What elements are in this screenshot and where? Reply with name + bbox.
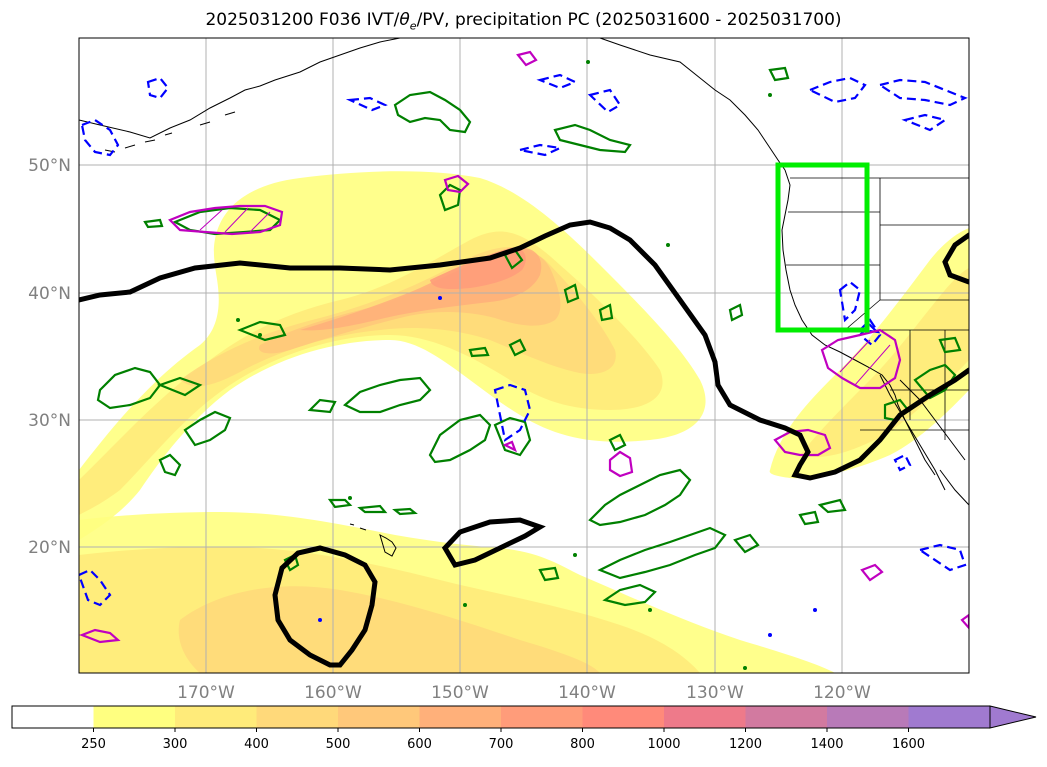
pv-contour-hawaii-lobe <box>441 517 546 568</box>
state-borders <box>786 177 969 440</box>
coastlines <box>79 38 969 557</box>
colorbar-tick-label: 1200 <box>729 737 762 752</box>
pv-contour-right <box>942 232 969 285</box>
colorbar-segment <box>827 706 909 728</box>
colorbar-tick-label: 800 <box>570 737 595 752</box>
lat-label-40: 40°N <box>28 284 71 304</box>
colorbar-tick-label: 700 <box>489 737 514 752</box>
precip-contours <box>79 50 969 644</box>
colorbar-segment <box>582 706 665 728</box>
pv-contour-north <box>79 219 969 481</box>
pv-contours <box>79 219 969 668</box>
small-contour-dots <box>236 60 817 670</box>
gulf-of-alaska-coast <box>599 38 786 171</box>
colorbar-segment <box>419 706 502 728</box>
colorbar-segment <box>256 706 339 728</box>
lat-labels: 20°N 30°N 40°N 50°N <box>28 156 71 558</box>
colorbar-tick-label: 1400 <box>810 737 843 752</box>
colorbar-tick-label: 1000 <box>647 737 680 752</box>
colorbar-tick-label: 500 <box>326 737 351 752</box>
lat-label-20: 20°N <box>28 538 71 558</box>
colorbar-extend-arrow <box>989 705 1037 729</box>
hawaii-islands <box>349 523 397 557</box>
colorbar-segment <box>501 706 583 728</box>
colorbar-segment <box>908 706 991 728</box>
lon-label-170w: 170°W <box>177 683 235 703</box>
colorbar-segment <box>93 706 176 728</box>
colorbar-segment <box>12 706 94 728</box>
colorbar-tick-label: 1600 <box>892 737 925 752</box>
lon-label-120w: 120°W <box>813 683 871 703</box>
west-coast-us <box>781 169 936 476</box>
alaska-coastline <box>79 38 401 139</box>
map-title: 2025031200 F036 IVT/θe/PV, precipitation… <box>205 10 842 33</box>
ivt-700-region-ar <box>430 247 526 290</box>
colorbar-tick-label: 600 <box>407 737 432 752</box>
colorbar-segment <box>745 706 828 728</box>
lon-label-140w: 140°W <box>558 683 616 703</box>
colorbar-tick-label: 300 <box>163 737 188 752</box>
ivt-250-region-coast <box>769 228 969 479</box>
colorbar-segment <box>175 706 257 728</box>
mexico-coast <box>939 469 969 506</box>
theta-e-contours-positive <box>96 66 962 607</box>
precip-hatching <box>199 207 891 386</box>
map-border <box>78 37 970 674</box>
ivt-400-region-south <box>178 586 601 673</box>
lat-label-30: 30°N <box>28 411 71 431</box>
colorbar-tick-label: 250 <box>81 737 106 752</box>
lon-label-150w: 150°W <box>431 683 489 703</box>
lat-label-50: 50°N <box>28 156 71 176</box>
baja-california <box>879 374 966 491</box>
lon-labels: 170°W 160°W 150°W 140°W 130°W 120°W <box>177 683 871 703</box>
colorbar-tick-label: 400 <box>244 737 269 752</box>
lon-label-160w: 160°W <box>304 683 362 703</box>
pv-contour-south-loop <box>272 545 378 668</box>
colorbar: 250 300 400 500 600 700 800 1000 1200 1400 1600 <box>11 705 1037 752</box>
lon-label-130w: 130°W <box>686 683 744 703</box>
aleutian-islands <box>104 111 236 153</box>
region-highlight-box <box>775 162 870 333</box>
colorbar-segment <box>664 706 746 728</box>
map-content <box>79 38 969 673</box>
colorbar-segment <box>338 706 420 728</box>
